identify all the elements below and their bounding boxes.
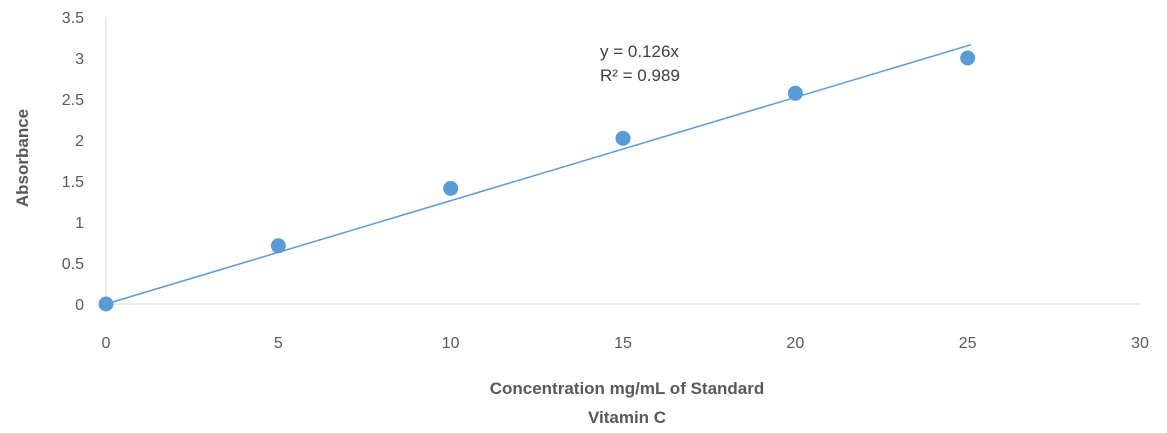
x-tick-label-4: 20	[786, 335, 804, 352]
trendline-r-squared: R² = 0.989	[600, 66, 680, 85]
data-point-0-0	[98, 296, 114, 312]
x-axis-title-line-2: Vitamin C	[588, 408, 666, 427]
x-tick-label-6: 30	[1131, 335, 1149, 352]
y-tick-label-7: 3.5	[62, 10, 84, 27]
y-tick-label-6: 3	[75, 51, 84, 68]
y-tick-label-0: 0	[75, 297, 84, 314]
data-point-0-5	[960, 50, 976, 66]
x-tick-labels: 0 5 10 15 20 25 30	[102, 335, 1149, 352]
x-axis-title-line-1: Concentration mg/mL of Standard	[490, 379, 765, 398]
data-point-0-3	[615, 130, 631, 146]
y-tick-label-4: 2	[75, 133, 84, 150]
x-tick-label-0: 0	[102, 335, 111, 352]
data-points	[98, 50, 976, 312]
x-tick-label-2: 10	[442, 335, 460, 352]
y-tick-label-1: 0.5	[62, 256, 84, 273]
data-point-0-1	[270, 238, 286, 254]
data-point-0-4	[787, 85, 803, 101]
x-tick-label-5: 25	[959, 335, 977, 352]
y-tick-label-3: 1.5	[62, 174, 84, 191]
y-tick-label-2: 1	[75, 215, 84, 232]
axes	[105, 17, 1140, 305]
data-point-0-2	[443, 180, 459, 196]
x-tick-label-1: 5	[274, 335, 283, 352]
trendline-equation: y = 0.126x	[600, 42, 679, 61]
y-tick-labels: 0 0.5 1 1.5 2 2.5 3 3.5	[62, 10, 84, 314]
trendline	[105, 43, 972, 305]
y-axis-title: Absorbance	[13, 109, 32, 207]
x-tick-label-3: 15	[614, 335, 632, 352]
y-tick-label-5: 2.5	[62, 92, 84, 109]
